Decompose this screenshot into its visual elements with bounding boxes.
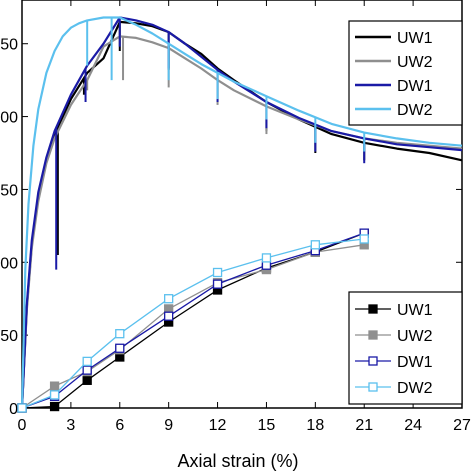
x-axis-title: Axial strain (%) — [177, 451, 298, 471]
legend-swatch-marker — [368, 356, 378, 366]
y-tick-label: 200 — [0, 110, 18, 127]
x-tick-label: 3 — [66, 417, 75, 434]
x-tick-label: 21 — [355, 417, 373, 434]
y-tick-label: 50 — [0, 328, 18, 345]
legend-box — [348, 20, 463, 126]
legend-label: UW1 — [397, 30, 433, 47]
y-tick-label: 100 — [0, 255, 18, 272]
legend-label: DW1 — [397, 78, 433, 95]
data-point-uw1 — [49, 401, 60, 412]
data-point-dw2 — [49, 390, 60, 400]
data-point-dw1 — [115, 343, 125, 353]
legend-label: UW1 — [397, 302, 433, 319]
y-tick-label: 0 — [9, 401, 18, 418]
x-tick-label: 27 — [453, 417, 471, 434]
legend-swatch-marker — [368, 382, 378, 392]
y-tick-label: 150 — [0, 182, 18, 199]
marker-line-dw1 — [21, 232, 365, 409]
x-axis-ticks: 0 3 6 9 12 15 18 21 24 27 — [18, 0, 471, 434]
data-point-uw1 — [82, 375, 92, 385]
data-point-dw2 — [212, 267, 223, 278]
legend-swatch-marker — [368, 330, 378, 340]
stress-line-dw1 — [20, 16, 463, 409]
data-point-dw1 — [212, 279, 223, 289]
marker-series-dw2 — [17, 234, 369, 413]
data-point-dw2 — [115, 329, 125, 339]
legend-box — [348, 291, 463, 405]
data-point-dw2 — [310, 240, 320, 250]
data-point-dw1 — [82, 365, 92, 375]
series-layer — [17, 16, 463, 413]
y-tick-label: 250 — [0, 37, 18, 54]
stress-line-dw2 — [20, 16, 463, 409]
x-tick-label: 6 — [115, 417, 124, 434]
x-tick-label: 18 — [306, 417, 324, 434]
legend-label: DW1 — [397, 354, 433, 371]
data-point-uw2 — [49, 381, 60, 391]
legend-swatch-marker — [368, 304, 378, 314]
legend-label: DW2 — [397, 102, 433, 119]
data-point-dw2 — [164, 294, 174, 304]
legend-label: DW2 — [397, 380, 433, 397]
plot-frame — [21, 0, 463, 409]
x-tick-label: 24 — [404, 417, 422, 434]
marker-series-uw2 — [17, 240, 369, 413]
legend-stress: UW1 UW2 DW1 DW2 — [348, 20, 463, 126]
legend-markers: UW1 UW2 DW1 DW2 — [348, 291, 463, 405]
x-tick-label: 9 — [164, 417, 173, 434]
data-point-dw2 — [261, 253, 272, 263]
legend-label: UW2 — [397, 328, 433, 345]
stress-series-dw2 — [20, 16, 463, 409]
data-point-dw2 — [359, 234, 369, 244]
legend-label: UW2 — [397, 54, 433, 71]
data-point-dw2 — [82, 356, 92, 367]
marker-line-dw2 — [21, 238, 365, 409]
data-point-dw1 — [164, 311, 174, 321]
x-tick-label: 15 — [258, 417, 276, 434]
marker-series-dw1 — [17, 228, 369, 413]
legends: UW1 UW2 DW1 DW2 UW1 UW2 DW1 DW2 — [348, 20, 463, 405]
data-point-dw2 — [17, 403, 27, 413]
x-tick-label: 12 — [209, 417, 227, 434]
x-tick-label: 0 — [18, 417, 27, 434]
marker-line-uw2 — [21, 244, 365, 409]
